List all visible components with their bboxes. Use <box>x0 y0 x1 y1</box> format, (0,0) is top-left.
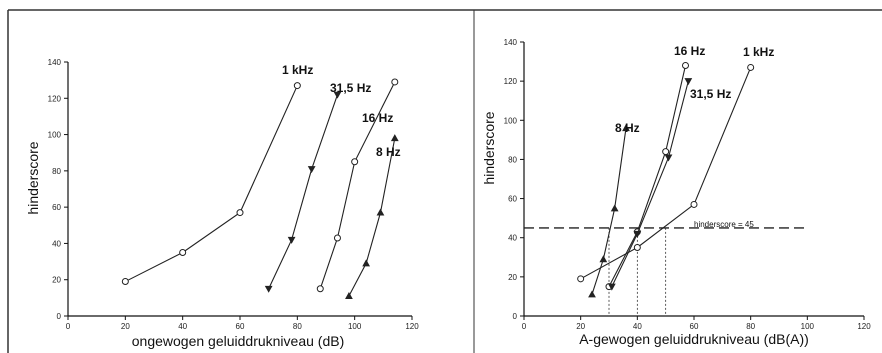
x-tick-label: 0 <box>522 322 527 331</box>
y-tick-label: 0 <box>57 312 62 321</box>
data-point <box>236 209 244 217</box>
data-point <box>684 78 693 86</box>
x-tick-label: 40 <box>633 322 642 331</box>
x-tick-label: 60 <box>690 322 699 331</box>
x-tick-label: 100 <box>801 322 815 331</box>
data-point <box>293 82 301 90</box>
data-point <box>307 166 316 174</box>
y-tick-label: 100 <box>504 116 518 125</box>
data-point <box>333 234 341 242</box>
x-tick-label: 80 <box>293 322 302 331</box>
x-axis-title: A-gewogen geluiddrukniveau (dB(A)) <box>579 331 809 347</box>
series-line <box>319 81 396 289</box>
data-point <box>690 200 698 208</box>
data-point <box>345 292 353 300</box>
y-tick-label: 100 <box>48 131 62 140</box>
series-line <box>268 94 338 290</box>
y-tick-label: 0 <box>513 312 518 321</box>
chart-right: 0 20 40 60 80 100 120 0 20 40 60 80 100 120 140 A-gewog… <box>481 38 871 347</box>
series-line <box>580 67 752 280</box>
data-point <box>664 154 673 162</box>
data-point <box>588 290 596 298</box>
series-label: 1 kHz <box>743 45 774 59</box>
y-tick-label: 40 <box>52 239 61 248</box>
x-tick-label: 0 <box>66 322 71 331</box>
threshold-label: hinderscore = 45 <box>694 220 754 229</box>
series-label: 8 Hz <box>376 145 401 159</box>
x-tick-label: 20 <box>121 322 130 331</box>
data-point <box>333 91 342 99</box>
y-tick-label: 140 <box>504 38 518 47</box>
data-point <box>607 283 616 291</box>
data-point <box>577 275 585 283</box>
data-point <box>610 204 619 212</box>
x-tick-label: 20 <box>576 322 585 331</box>
series-label: 8 Hz <box>615 121 640 135</box>
y-tick-label: 20 <box>508 273 517 282</box>
series-line <box>591 128 627 295</box>
y-axis-title: hinderscore <box>25 141 41 214</box>
data-point <box>662 148 670 156</box>
data-point <box>633 230 642 238</box>
x-tick-label: 120 <box>857 322 871 331</box>
series-label: 16 Hz <box>674 44 705 58</box>
data-point <box>633 244 641 251</box>
data-point <box>391 78 399 86</box>
series-line <box>125 85 298 283</box>
figure-frame <box>7 9 882 353</box>
series-label: 16 Hz <box>362 111 393 125</box>
y-axis-title: hinderscore <box>481 111 497 184</box>
y-tick-label: 140 <box>48 58 62 67</box>
data-point <box>287 236 296 244</box>
data-point <box>121 278 129 286</box>
y-tick-label: 60 <box>508 195 517 204</box>
data-point <box>390 134 399 142</box>
data-point <box>351 158 359 166</box>
y-tick-label: 80 <box>508 155 517 164</box>
data-point <box>316 285 324 293</box>
x-tick-label: 60 <box>236 322 245 331</box>
series-label: 31,5 Hz <box>330 81 371 95</box>
series-label: 31,5 Hz <box>690 87 731 101</box>
y-tick-label: 120 <box>504 77 518 86</box>
data-point <box>682 61 689 69</box>
chart-left: 0 20 40 60 80 100 120 0 20 40 60 80 100 120 140 ongewog… <box>25 58 419 349</box>
y-tick-label: 40 <box>508 234 517 243</box>
data-point <box>376 208 385 216</box>
series-line <box>611 81 689 287</box>
x-tick-label: 120 <box>405 322 419 331</box>
x-axis-title: ongewogen geluiddrukniveau (dB) <box>132 333 344 349</box>
series-line <box>608 65 687 287</box>
x-tick-label: 100 <box>348 322 362 331</box>
data-point <box>264 285 273 293</box>
data-point <box>747 63 755 71</box>
y-tick-label: 80 <box>52 167 61 176</box>
data-point <box>362 259 371 267</box>
series-line <box>348 138 396 297</box>
series-label: 1 kHz <box>282 63 313 77</box>
y-tick-label: 20 <box>52 276 61 285</box>
data-point <box>622 124 630 132</box>
y-tick-label: 120 <box>48 94 62 103</box>
x-tick-label: 80 <box>746 322 755 331</box>
x-tick-label: 40 <box>178 322 187 331</box>
data-point <box>179 249 187 256</box>
data-point <box>599 255 608 263</box>
y-tick-label: 60 <box>52 203 61 212</box>
